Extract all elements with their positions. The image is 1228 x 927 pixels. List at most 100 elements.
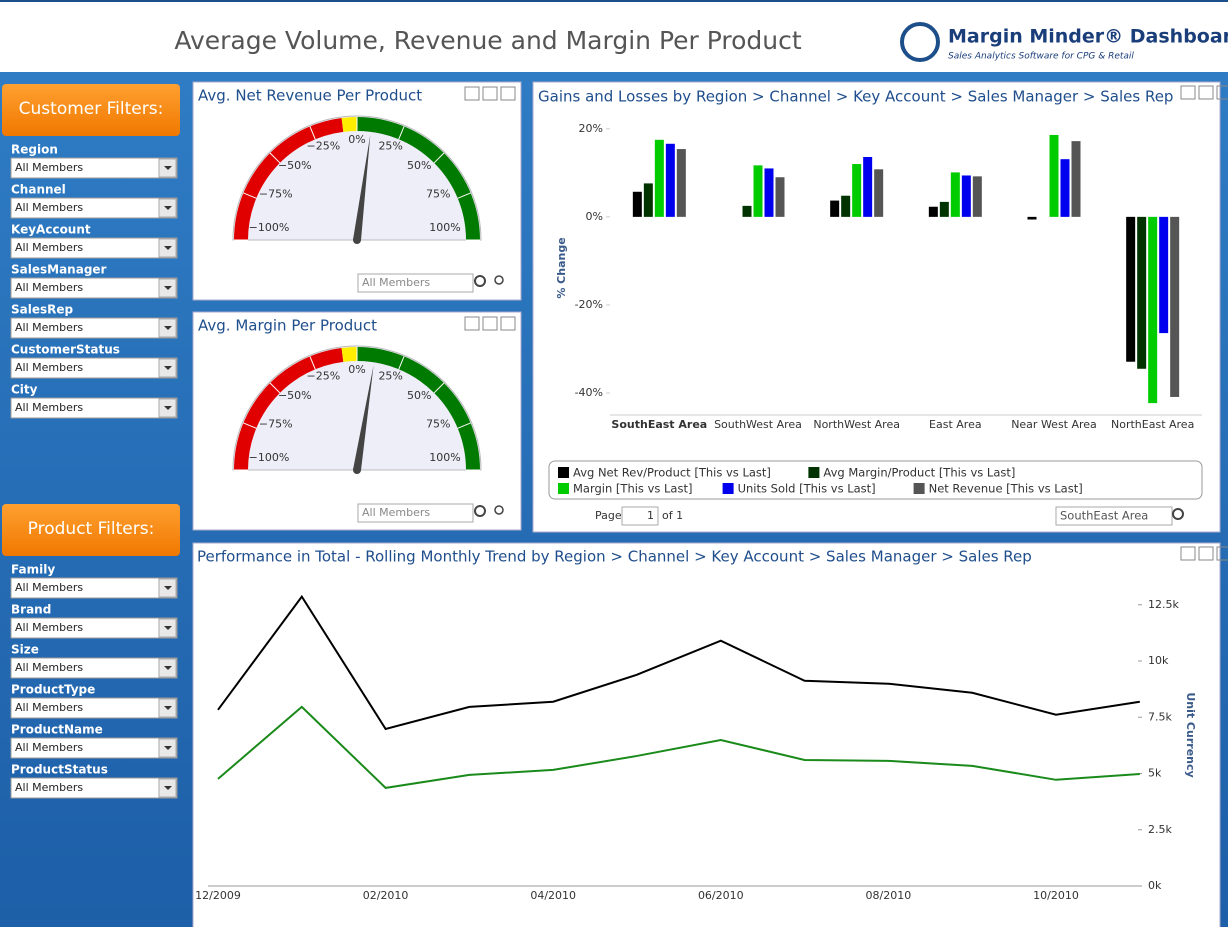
panel-icon[interactable]: [1198, 546, 1214, 561]
selection-box[interactable]: [1055, 506, 1173, 526]
dropdown-value: All Members: [15, 661, 83, 674]
gauge-tick-label: 100%: [429, 451, 460, 464]
page-title: Average Volume, Revenue and Margin Per P…: [174, 26, 802, 55]
search-box[interactable]: [357, 503, 474, 523]
panel-icon[interactable]: [500, 316, 516, 331]
dropdown-value: All Members: [15, 201, 83, 214]
search-button[interactable]: [1172, 508, 1184, 520]
gauge-needle: [353, 365, 374, 471]
panel-icon[interactable]: [1216, 85, 1228, 100]
bar: [654, 139, 664, 217]
dropdown[interactable]: [10, 737, 178, 759]
panel-title: Avg. Margin Per Product: [198, 317, 377, 335]
y-tick-label: -40%: [575, 386, 603, 399]
bar: [665, 143, 675, 217]
dropdown[interactable]: [10, 617, 178, 639]
panel-icon[interactable]: [500, 86, 516, 101]
filter-header: [2, 504, 180, 556]
panel-icon[interactable]: [1198, 85, 1214, 100]
y-tick-label: 0%: [586, 210, 603, 223]
gauge-tick: [433, 382, 445, 394]
x-tick-label: SouthWest Area: [714, 418, 802, 431]
panel-icon[interactable]: [482, 86, 498, 101]
search-button[interactable]: [474, 275, 486, 287]
gauge-tick-label: 0%: [348, 363, 365, 376]
dropdown-arrow: [164, 406, 172, 410]
dropdown[interactable]: [10, 237, 178, 259]
gauge-tick-label: −25%: [306, 370, 340, 383]
dropdown-value: All Members: [15, 161, 83, 174]
gauge-tick-label: 50%: [407, 159, 431, 172]
x-tick-label: 08/2010: [866, 889, 912, 902]
search-box[interactable]: [357, 273, 474, 293]
search-button[interactable]: [474, 505, 486, 517]
bar: [764, 168, 774, 217]
gauge-band: [341, 117, 358, 132]
filter-label: Brand: [11, 603, 51, 617]
filter-label: SalesRep: [11, 303, 74, 317]
panel-icon[interactable]: [1216, 546, 1228, 561]
search-value: All Members: [362, 276, 430, 289]
gauge-tick-label: 0%: [348, 133, 365, 146]
legend-label: Avg Net Rev/Product [This vs Last]: [573, 466, 771, 480]
gauge-tick: [243, 422, 257, 429]
legend-label: Margin [This vs Last]: [573, 482, 692, 496]
dropdown-arrow: [164, 786, 172, 790]
filter-title: Customer Filters:: [19, 99, 164, 119]
page-input[interactable]: [621, 506, 659, 526]
search-value: All Members: [362, 506, 430, 519]
bar: [972, 176, 982, 217]
filter-label: Family: [11, 563, 55, 577]
dropdown-value: All Members: [15, 621, 83, 634]
filter-label: KeyAccount: [11, 223, 91, 237]
panel-icon[interactable]: [482, 316, 498, 331]
dropdown-arrow: [164, 666, 172, 670]
bar: [753, 165, 763, 217]
panel-icon[interactable]: [464, 86, 480, 101]
panel-icon[interactable]: [1180, 85, 1196, 100]
bar: [830, 200, 840, 217]
bar: [961, 175, 971, 217]
dropdown-value: All Members: [15, 281, 83, 294]
bar: [1049, 134, 1059, 217]
dropdown[interactable]: [10, 157, 178, 179]
add-button[interactable]: [494, 275, 504, 285]
y-tick-label: 20%: [579, 122, 603, 135]
x-tick-label: SouthEast Area: [611, 418, 707, 431]
gauge-tick: [398, 126, 405, 140]
bar: [1148, 216, 1158, 404]
bar: [950, 172, 960, 217]
dropdown[interactable]: [10, 577, 178, 599]
gauge-tick: [309, 356, 316, 370]
add-button[interactable]: [494, 505, 504, 515]
dropdown[interactable]: [10, 357, 178, 379]
gauge-tick-label: 50%: [407, 389, 431, 402]
panel-icon[interactable]: [1180, 546, 1196, 561]
dropdown[interactable]: [10, 397, 178, 419]
bar: [841, 195, 851, 217]
dropdown[interactable]: [10, 317, 178, 339]
filter-title: Product Filters:: [28, 519, 155, 539]
line-series: [217, 594, 1140, 731]
bar: [1060, 159, 1070, 217]
filter-label: SalesManager: [11, 263, 107, 277]
panel-icon[interactable]: [464, 316, 480, 331]
filter-label: ProductName: [11, 723, 103, 737]
x-tick-label: NorthWest Area: [813, 418, 900, 431]
legend-swatch: [808, 467, 820, 478]
filter-label: ProductStatus: [11, 763, 108, 777]
gauge-tick-label: −50%: [278, 159, 312, 172]
dropdown[interactable]: [10, 697, 178, 719]
dropdown[interactable]: [10, 777, 178, 799]
dropdown[interactable]: [10, 657, 178, 679]
bar: [1071, 141, 1081, 217]
dropdown[interactable]: [10, 197, 178, 219]
gauge-tick-label: −25%: [306, 140, 340, 153]
gauge-tick-label: 25%: [378, 140, 402, 153]
selection-value: SouthEast Area: [1060, 509, 1148, 523]
dropdown-arrow: [164, 326, 172, 330]
filter-label: Region: [11, 143, 58, 157]
dropdown[interactable]: [10, 277, 178, 299]
dropdown-value: All Members: [15, 241, 83, 254]
